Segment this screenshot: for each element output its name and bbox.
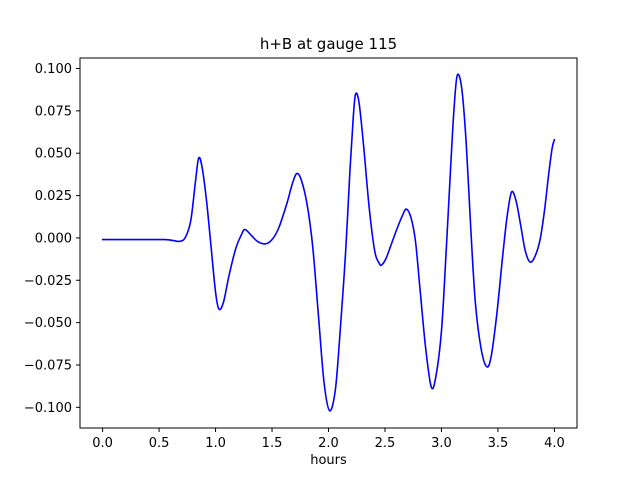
y-tick-label: 0.025: [35, 189, 72, 204]
y-tick-label: 0.100: [35, 62, 72, 77]
x-tick-label: 3.0: [431, 436, 452, 451]
x-tick-label: 0.0: [92, 436, 113, 451]
y-tick-label: 0.075: [35, 104, 72, 119]
x-axis-ticklabels: 0.0 0.5 1.0 1.5 2.0 2.5 3.0 3.5 4.0: [92, 436, 565, 451]
x-tick-label: 1.5: [262, 436, 283, 451]
x-tick-label: 2.0: [318, 436, 339, 451]
x-tick-label: 2.5: [375, 436, 396, 451]
chart-title: h+B at gauge 115: [260, 35, 397, 53]
y-tick-label: −0.100: [24, 401, 72, 416]
y-tick-label: −0.075: [24, 358, 72, 373]
y-tick-label: −0.025: [24, 274, 72, 289]
y-tick-label: 0.050: [35, 147, 72, 162]
x-tick-label: 3.5: [488, 436, 509, 451]
y-axis-ticks: [76, 68, 80, 408]
x-tick-label: 0.5: [149, 436, 170, 451]
x-axis-label: hours: [310, 453, 347, 468]
data-line-series: [101, 73, 556, 412]
x-tick-label: 1.0: [205, 436, 226, 451]
x-tick-label: 4.0: [544, 436, 565, 451]
y-tick-label: 0.000: [35, 231, 72, 246]
y-axis-ticklabels: 0.100 0.075 0.050 0.025 0.000 −0.025 −0.050 −0.…: [24, 62, 72, 416]
y-tick-label: −0.050: [24, 316, 72, 331]
x-axis-ticks: [102, 428, 555, 432]
plot-area: [79, 57, 578, 429]
